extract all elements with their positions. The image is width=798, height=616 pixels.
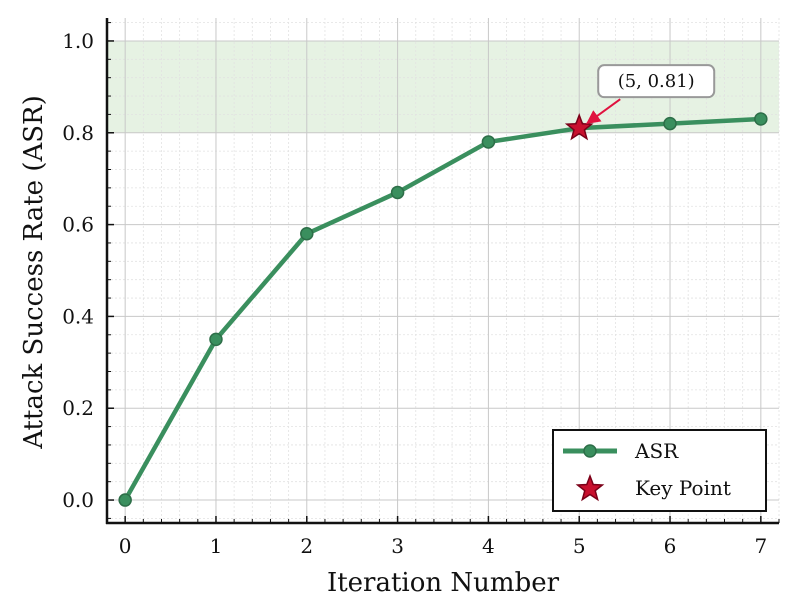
legend-asr-swatch-marker (583, 444, 597, 458)
x-axis-title: Iteration Number (327, 568, 560, 598)
x-tick-label: 2 (300, 534, 313, 558)
legend-key-point-label: Key Point (635, 476, 731, 500)
asr-data-point (209, 332, 223, 347)
key-point-annotation-label: (5, 0.81) (618, 71, 695, 92)
legend: ASR Key Point (552, 429, 767, 512)
y-tick-label: 0.4 (62, 304, 94, 328)
asr-series-line (122, 116, 764, 503)
legend-asr-label: ASR (634, 439, 679, 463)
axes-layer (105, 18, 779, 525)
asr-data-point (300, 227, 314, 241)
key-point-layer: (5, 0.81) (564, 64, 716, 141)
key-point-star (564, 113, 594, 141)
x-tick-label: 7 (754, 534, 767, 558)
y-tick-label: 0.2 (62, 396, 94, 420)
asr-data-point (754, 112, 768, 126)
asr-data-point (481, 135, 496, 149)
y-tick-label: 1.0 (62, 29, 94, 53)
y-tick-label: 0.6 (62, 213, 94, 237)
asr-data-point (118, 493, 132, 507)
y-tick-label: 0.8 (62, 121, 94, 145)
y-axis-title: Attack Success Rate (ASR) (19, 95, 49, 450)
ticks-layer: 0 1 2 3 4 5 6 7 0.0 0.2 0.4 0.6 0.8 1.0 (62, 22, 780, 558)
x-tick-label: 6 (664, 534, 677, 558)
x-tick-label: 3 (391, 534, 404, 558)
key-point-arrow (586, 98, 621, 125)
legend-box (552, 429, 767, 512)
asr-data-point (390, 185, 405, 200)
x-tick-label: 0 (119, 534, 132, 558)
key-point-annotation-box (597, 64, 716, 99)
legend-key-point-swatch (575, 473, 605, 502)
asr-data-point (663, 116, 677, 131)
x-tick-label: 4 (482, 534, 495, 558)
grid-layer (106, 18, 780, 523)
y-tick-label: 0.0 (62, 488, 94, 512)
x-tick-label: 1 (210, 534, 223, 558)
x-tick-label: 5 (573, 534, 586, 558)
